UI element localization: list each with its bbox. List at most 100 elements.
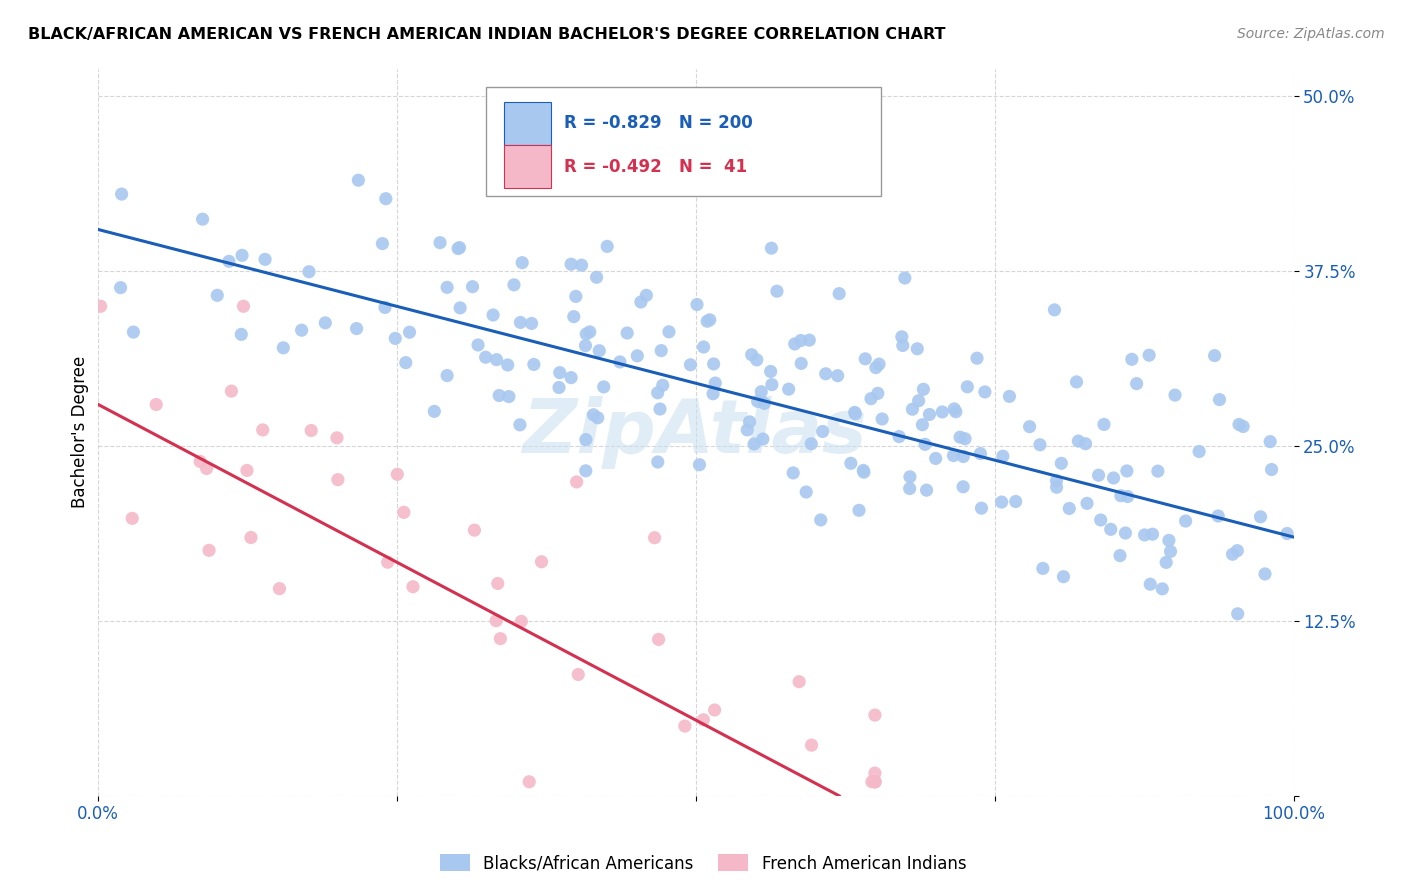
Point xyxy=(254,252,277,267)
Point xyxy=(198,543,221,558)
Text: ZipAtlas: ZipAtlas xyxy=(523,396,868,468)
Point xyxy=(650,343,672,358)
Point xyxy=(575,464,598,478)
Point xyxy=(911,417,934,432)
Point xyxy=(592,380,614,394)
Point xyxy=(1275,526,1298,541)
Point xyxy=(207,288,229,302)
Point xyxy=(949,430,972,444)
Point xyxy=(991,449,1014,463)
Point xyxy=(863,766,886,780)
Point xyxy=(485,614,508,628)
Point xyxy=(679,358,702,372)
Point xyxy=(918,408,941,422)
Point xyxy=(387,467,409,482)
Point xyxy=(436,280,458,294)
Point xyxy=(565,289,588,303)
Point xyxy=(699,313,721,327)
Point xyxy=(1087,468,1109,483)
Point xyxy=(371,236,394,251)
Text: R = -0.829   N = 200: R = -0.829 N = 200 xyxy=(564,114,752,132)
Point xyxy=(853,351,876,366)
Point xyxy=(1052,569,1074,583)
Point xyxy=(377,555,399,569)
Point xyxy=(828,286,851,301)
Point xyxy=(863,708,886,723)
Point xyxy=(1090,513,1112,527)
Point xyxy=(384,331,406,345)
Point xyxy=(447,242,470,256)
Point xyxy=(782,466,804,480)
Point xyxy=(191,212,214,227)
Point xyxy=(787,674,810,689)
Point xyxy=(814,367,837,381)
Point xyxy=(738,415,761,429)
Point xyxy=(644,531,666,545)
Point xyxy=(1018,419,1040,434)
Point xyxy=(436,368,458,383)
Point xyxy=(374,192,396,206)
Point xyxy=(221,384,243,398)
FancyBboxPatch shape xyxy=(486,87,882,195)
Point xyxy=(848,503,870,517)
Point xyxy=(1059,501,1081,516)
FancyBboxPatch shape xyxy=(505,102,551,145)
Point xyxy=(852,463,875,477)
Point xyxy=(990,495,1012,509)
Point xyxy=(811,425,834,439)
Point xyxy=(839,456,862,470)
Point xyxy=(630,295,652,310)
Point xyxy=(651,378,673,392)
Point xyxy=(299,424,322,438)
Point xyxy=(912,382,935,396)
Point xyxy=(827,368,849,383)
Point xyxy=(648,402,671,417)
Point xyxy=(844,405,866,419)
Point xyxy=(1188,444,1211,458)
Point xyxy=(562,310,585,324)
Point xyxy=(347,173,370,187)
Point xyxy=(973,384,995,399)
Point xyxy=(1164,388,1187,402)
Point xyxy=(346,321,368,335)
Point xyxy=(970,501,993,516)
Point xyxy=(578,325,600,339)
Point xyxy=(429,235,451,250)
Point xyxy=(969,446,991,460)
Point xyxy=(586,410,609,425)
Point xyxy=(575,433,598,447)
Point xyxy=(863,774,886,789)
Point xyxy=(269,582,291,596)
Point xyxy=(1260,462,1282,476)
Point xyxy=(1115,464,1137,478)
Point xyxy=(560,370,582,384)
Point xyxy=(298,265,321,279)
Point xyxy=(702,386,724,401)
Point xyxy=(548,366,571,380)
Point xyxy=(1133,528,1156,542)
Point xyxy=(647,455,669,469)
Text: R = -0.492   N =  41: R = -0.492 N = 41 xyxy=(564,158,747,176)
Point xyxy=(188,454,211,468)
Point xyxy=(1066,375,1088,389)
Point xyxy=(894,271,917,285)
Point xyxy=(1045,474,1067,488)
Point xyxy=(898,470,921,484)
Point xyxy=(486,576,509,591)
Text: Source: ZipAtlas.com: Source: ZipAtlas.com xyxy=(1237,27,1385,41)
Point xyxy=(560,257,582,271)
Point xyxy=(745,352,768,367)
Point xyxy=(810,513,832,527)
Point xyxy=(943,401,966,416)
Point xyxy=(616,326,638,340)
Point xyxy=(905,342,928,356)
Point xyxy=(1204,349,1226,363)
Point xyxy=(741,348,763,362)
Point xyxy=(588,343,610,358)
Point xyxy=(890,330,912,344)
Point xyxy=(1152,582,1174,596)
Point xyxy=(747,394,769,409)
Point xyxy=(692,340,714,354)
Point xyxy=(658,325,681,339)
Point xyxy=(783,337,806,351)
